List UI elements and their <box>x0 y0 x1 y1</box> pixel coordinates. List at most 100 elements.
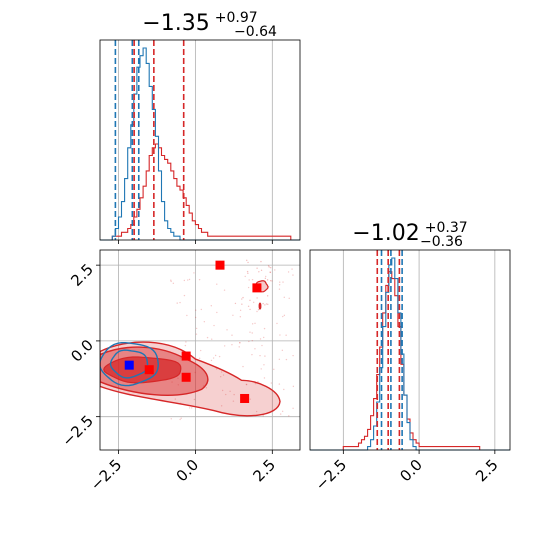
joint-red-sample <box>231 334 233 336</box>
joint-red-sample <box>205 387 208 389</box>
hist1-red-series <box>100 143 300 241</box>
joint-red-marker-3 <box>144 365 154 375</box>
joint-red-sample <box>283 388 285 391</box>
joint-red-sample <box>195 333 198 335</box>
joint-red-sample <box>188 278 191 281</box>
joint-red-sample <box>210 359 213 362</box>
joint-red-sample <box>232 400 235 402</box>
joint-red-sample <box>238 346 240 348</box>
joint-red-sample <box>252 301 255 304</box>
joint-red-marker-5 <box>240 393 250 403</box>
joint-red-sample <box>266 279 269 281</box>
joint-red-sample <box>229 390 231 393</box>
joint-red-sample <box>179 357 182 359</box>
joint-red-sample <box>186 314 188 317</box>
joint-red-sample <box>273 368 275 371</box>
joint-red-sample <box>212 357 215 359</box>
joint-red-sample <box>179 418 181 421</box>
joint-red-sample <box>254 382 257 385</box>
joint-red-sample <box>183 279 186 282</box>
joint-red-sample <box>241 298 243 300</box>
joint-red-sample <box>259 354 261 357</box>
joint-red-sample <box>198 357 201 360</box>
joint-blue-contour-outer <box>100 342 159 387</box>
joint-red-sample <box>247 305 250 307</box>
joint-frame <box>99 249 301 451</box>
joint-red-sample <box>246 259 248 262</box>
joint-red-sample <box>194 371 196 374</box>
joint-red-sample <box>200 349 202 352</box>
joint-red-sample <box>242 365 244 368</box>
joint-red-sample <box>171 381 173 383</box>
title-param-1-value: −1.35 <box>142 11 209 36</box>
joint-red-sample <box>258 271 260 273</box>
joint-red-sample <box>239 309 242 312</box>
joint-red-sample <box>287 271 290 273</box>
joint-red-sample <box>262 415 264 417</box>
joint-red-sample <box>260 368 262 370</box>
joint-red-sample <box>170 418 172 420</box>
joint-red-sample <box>281 410 284 413</box>
title-param-2: −1.02 +0.37 <box>352 220 467 246</box>
joint-ytick-label-2: 2.5 <box>67 260 97 290</box>
joint-red-sample <box>198 278 201 281</box>
histogram-param-1 <box>99 39 301 244</box>
joint-red-sample <box>283 296 285 299</box>
hist1-blue-series <box>100 47 300 241</box>
joint-red-marker-4 <box>181 372 191 382</box>
joint-red-sample <box>231 344 233 346</box>
joint-red-sample <box>257 380 259 383</box>
joint-red-sample <box>220 371 223 373</box>
title-param-1: −1.35 +0.97 <box>142 10 257 36</box>
joint-red-marker-0 <box>215 260 225 270</box>
joint-red-sample <box>187 279 189 281</box>
joint-red-contour-inner <box>103 356 182 384</box>
title-param-2-lower-error: −0.36 <box>420 234 463 250</box>
joint-red-sample <box>263 364 265 366</box>
title-param-2-upper-error: +0.37 <box>425 220 468 236</box>
joint-red-sample <box>256 297 258 299</box>
joint-red-sample <box>247 272 249 275</box>
joint-red-sample <box>191 407 193 409</box>
joint-red-sample <box>281 349 284 352</box>
joint-red-sample <box>183 294 186 297</box>
joint-red-sample <box>239 341 241 344</box>
joint-red-sample <box>267 303 269 305</box>
joint-red-sample <box>245 383 248 386</box>
joint-red-sample <box>213 324 215 327</box>
joint-red-marker-1 <box>252 283 262 293</box>
hist2-xtick-label-1: 0.0 <box>396 456 426 486</box>
joint-red-sample <box>188 407 191 409</box>
joint-red-sample <box>278 383 281 385</box>
joint-red-sample <box>264 304 266 306</box>
joint-red-sample <box>211 338 213 340</box>
joint-red-sample <box>248 279 250 281</box>
joint-red-sample <box>267 265 270 267</box>
joint-red-sample <box>251 353 253 356</box>
title-param-1-upper-error: +0.97 <box>215 10 258 26</box>
joint-red-sample <box>265 303 268 305</box>
joint-red-sample <box>278 284 281 286</box>
joint-red-sample <box>263 377 266 379</box>
joint-red-sample <box>279 334 281 336</box>
joint-red-sample <box>292 385 295 388</box>
hist2-frame <box>309 249 511 451</box>
joint-red-sample <box>185 341 187 343</box>
joint-xtick-label-2: 2.5 <box>250 456 280 486</box>
joint-red-sample <box>282 315 284 318</box>
joint-red-sample <box>266 295 269 297</box>
joint-red-sample <box>184 344 187 347</box>
joint-red-sample <box>251 278 254 281</box>
joint-red-sample <box>283 314 286 317</box>
joint-red-sample <box>288 297 290 300</box>
joint-red-sample <box>245 383 248 386</box>
joint-red-sample <box>268 266 270 268</box>
joint-red-sample <box>222 374 225 376</box>
joint-red-sample <box>195 309 197 311</box>
joint-red-sample <box>239 342 241 344</box>
joint-red-sample <box>249 299 251 302</box>
joint-red-sample <box>264 277 267 280</box>
joint-red-sample <box>276 322 278 325</box>
joint-red-sample <box>264 355 266 357</box>
